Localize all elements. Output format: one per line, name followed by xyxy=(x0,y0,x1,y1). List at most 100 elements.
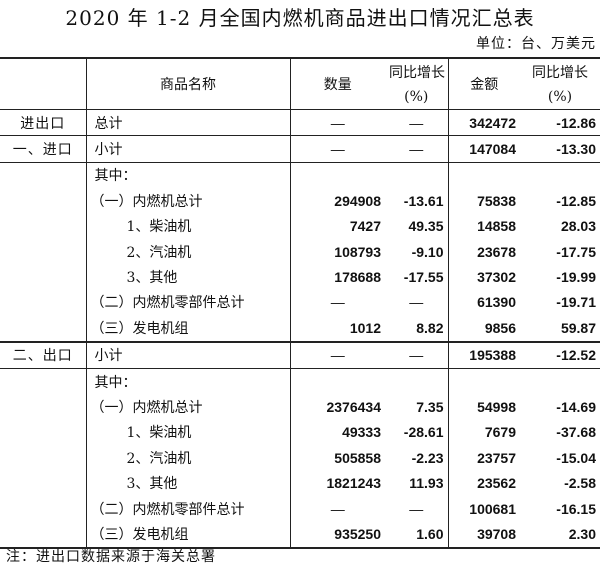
row-amt-yoy: -15.04 xyxy=(556,449,596,466)
row-amt-yoy: -12.52 xyxy=(520,340,600,369)
row-section xyxy=(0,521,86,549)
table-row: （一）内燃机总计 2376434 7.35 54998 -14.69 xyxy=(0,394,600,420)
row-amt-yoy xyxy=(520,367,600,395)
table-row: 进出口 总计 — —342472 -12.86 xyxy=(0,108,600,136)
header-name: 商品名称 xyxy=(85,57,290,110)
row-section xyxy=(0,420,86,445)
row-section xyxy=(0,264,86,289)
row-qty-yoy: -13.61 xyxy=(403,192,444,209)
table-row: 其中： xyxy=(0,367,600,395)
row-qty: 178688 xyxy=(289,264,385,290)
row-amt: 61390 xyxy=(447,289,520,316)
row-name: 1、柴油机 xyxy=(85,213,290,239)
table-row: （一）内燃机总计 294908 -13.61 75838 -12.85 xyxy=(0,188,600,214)
row-amt-yoy xyxy=(520,161,600,189)
row-qty: 108793 xyxy=(289,238,385,265)
row-qty: — xyxy=(289,108,385,136)
row-name: 小计 xyxy=(85,135,290,163)
row-amt: 147084 xyxy=(447,135,520,163)
row-qty-yoy: 8.82 xyxy=(416,319,444,336)
row-amt: 75838 xyxy=(447,188,520,214)
row-amt xyxy=(447,161,520,189)
header-amt-yoy-unit: (%) xyxy=(547,88,573,105)
table-row: 其中： xyxy=(0,161,600,189)
table-row: 3、其他 178688 -17.55 37302 -19.99 xyxy=(0,264,600,290)
row-amt: 23678 xyxy=(447,238,520,265)
row-section: 一、进口 xyxy=(0,135,86,163)
row-name: 1、柴油机 xyxy=(85,419,290,446)
row-section xyxy=(0,239,86,264)
row-name: （一）内燃机总计 xyxy=(85,188,290,214)
row-qty-yoy: 11.93 xyxy=(409,475,444,492)
table-title: 2020 年 1-2 月全国内燃机商品进出口情况汇总表 xyxy=(65,6,535,30)
row-amt: 23757 xyxy=(447,445,520,471)
row-amt-yoy: -19.99 xyxy=(556,269,596,286)
row-qty-yoy: — xyxy=(385,135,448,163)
row-section xyxy=(0,394,86,419)
row-amt-yoy: -2.58 xyxy=(564,475,596,492)
row-amt: 37302 xyxy=(447,264,520,290)
row-amt xyxy=(447,367,520,395)
row-qty-yoy: -9.10 xyxy=(411,243,444,260)
row-amt: 195388 xyxy=(447,340,520,369)
summary-table: 商品名称 数量 同比增长 金额 同比增长 (%) (%) 进出口 总计 — —3424… xyxy=(0,57,600,549)
row-qty: — xyxy=(289,135,385,163)
row-qty: 1012 xyxy=(289,315,385,342)
table-row: 一、进口 小计 — —147084 -13.30 xyxy=(0,135,600,163)
row-amt-yoy: -19.71 xyxy=(556,294,596,311)
row-qty xyxy=(289,367,385,395)
row-amt-yoy: -16.15 xyxy=(556,500,596,517)
table-row: （二）内燃机零部件总计 — —61390 -19.71 xyxy=(0,289,600,316)
row-section xyxy=(0,445,86,470)
row-amt: 7679 xyxy=(447,419,520,446)
row-amt: 14858 xyxy=(447,213,520,239)
row-qty: 1821243 xyxy=(289,470,385,496)
header-qty: 数量 xyxy=(289,57,385,110)
row-qty: — xyxy=(289,289,385,316)
row-section xyxy=(0,188,86,213)
header-row: 商品名称 数量 同比增长 金额 同比增长 xyxy=(0,57,600,110)
row-qty-yoy: -28.61 xyxy=(403,424,444,441)
row-name: 小计 xyxy=(85,340,290,369)
row-name: （三）发电机组 xyxy=(85,315,290,342)
row-amt-yoy: 2.30 xyxy=(520,521,600,549)
row-amt: 54998 xyxy=(447,394,520,420)
row-amt-yoy: -12.86 xyxy=(520,108,600,136)
row-qty: 294908 xyxy=(289,188,385,214)
row-qty: 7427 xyxy=(289,213,385,239)
unit-label: 单位：台、万美元 xyxy=(476,36,596,52)
row-amt-yoy: -37.68 xyxy=(556,424,596,441)
header-amt: 金额 xyxy=(447,57,520,110)
row-amt: 100681 xyxy=(447,495,520,522)
row-qty-yoy: — xyxy=(385,108,448,136)
row-section xyxy=(0,214,86,239)
row-name: 2、汽油机 xyxy=(85,445,290,471)
row-section: 进出口 xyxy=(0,108,86,136)
row-qty: — xyxy=(289,495,385,522)
header-section xyxy=(0,57,86,110)
row-qty-yoy: — xyxy=(409,500,424,517)
row-qty-yoy: 49.35 xyxy=(408,218,444,235)
header-amt-yoy: 同比增长 xyxy=(520,57,600,84)
row-section xyxy=(0,315,86,341)
row-section xyxy=(0,470,86,495)
row-name: 3、其他 xyxy=(85,470,290,496)
row-qty-yoy: — xyxy=(409,294,424,311)
row-amt-yoy: 59.87 xyxy=(560,319,596,336)
row-name: （一）内燃机总计 xyxy=(85,394,290,420)
table-row: （三）发电机组 1012 8.82 9856 59.87 xyxy=(0,315,600,342)
row-section xyxy=(0,496,86,521)
table-row: 2、汽油机 505858 -2.23 23757 -15.04 xyxy=(0,445,600,471)
header-row-2: (%) (%) xyxy=(0,84,600,110)
row-qty: 2376434 xyxy=(289,394,385,420)
table-row: 1、柴油机 7427 49.35 14858 28.03 xyxy=(0,213,600,239)
row-section xyxy=(0,161,86,189)
row-amt-yoy: -14.69 xyxy=(556,398,596,415)
row-qty xyxy=(289,161,385,189)
row-qty-yoy: -17.55 xyxy=(403,269,444,286)
table-row: （三）发电机组 935250 1.60 39708 2.30 xyxy=(0,521,600,549)
row-name: 2、汽油机 xyxy=(85,238,290,265)
row-qty: 505858 xyxy=(289,445,385,471)
row-amt-yoy: -13.30 xyxy=(520,135,600,163)
row-name: （二）内燃机零部件总计 xyxy=(85,289,290,316)
